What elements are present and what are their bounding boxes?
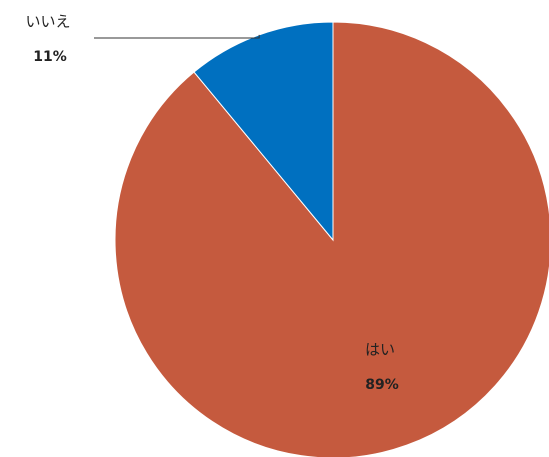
value-label: 89% [365, 377, 399, 393]
leader-line [94, 34, 260, 39]
category-label: いいえ [25, 13, 70, 31]
value-label: 11% [33, 49, 67, 65]
category-label: はい [365, 341, 395, 359]
